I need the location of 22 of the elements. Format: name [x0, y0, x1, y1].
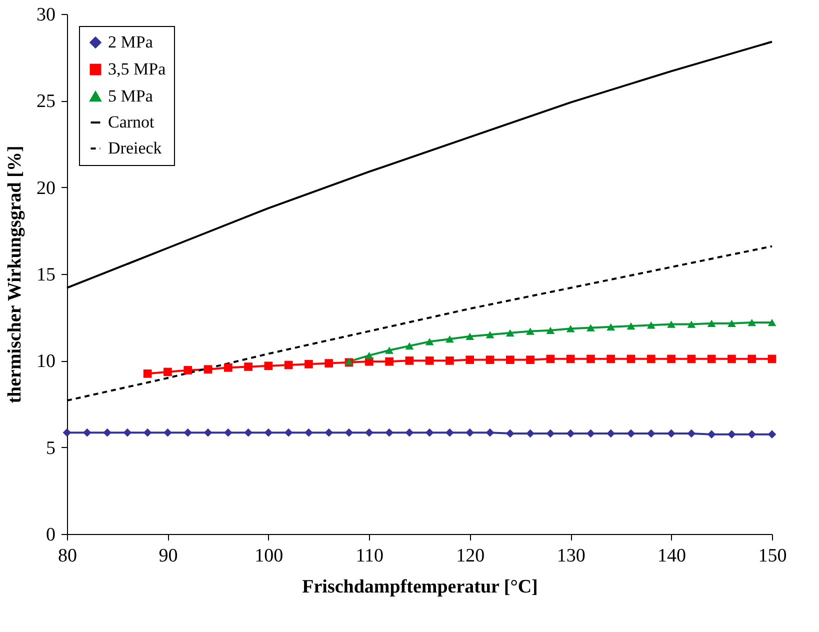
x-tick-label: 100 [254, 546, 284, 566]
y-tick-label: 5 [46, 438, 56, 459]
legend-label: 3,5 MPa [108, 60, 166, 78]
y-tick-label: 0 [46, 524, 56, 546]
y-axis-title: thermischer Wirkungsgrad [%] [4, 146, 26, 404]
y-tick-label: 30 [36, 4, 56, 26]
x-tick-label: 110 [356, 546, 384, 566]
y-tick-label: 10 [36, 351, 56, 372]
y-tick-label: 25 [36, 91, 56, 112]
legend-label: Carnot [108, 112, 155, 132]
x-tick-label: 120 [456, 546, 485, 566]
legend-label: Dreieck [108, 138, 162, 158]
x-tick-label: 130 [556, 546, 586, 566]
x-tick-label: 140 [658, 546, 686, 566]
x-axis-title: Frischdampftemperatur [°C] [302, 576, 538, 598]
x-tick-label: 90 [158, 546, 178, 566]
x-tick-label: 150 [758, 546, 787, 566]
x-tick-label: 80 [58, 546, 77, 566]
y-tick-label: 15 [36, 264, 56, 286]
y-tick-label: 20 [36, 178, 56, 199]
legend-label: 5 MPa [108, 86, 154, 106]
legend-label: 2 MPa [108, 32, 154, 52]
